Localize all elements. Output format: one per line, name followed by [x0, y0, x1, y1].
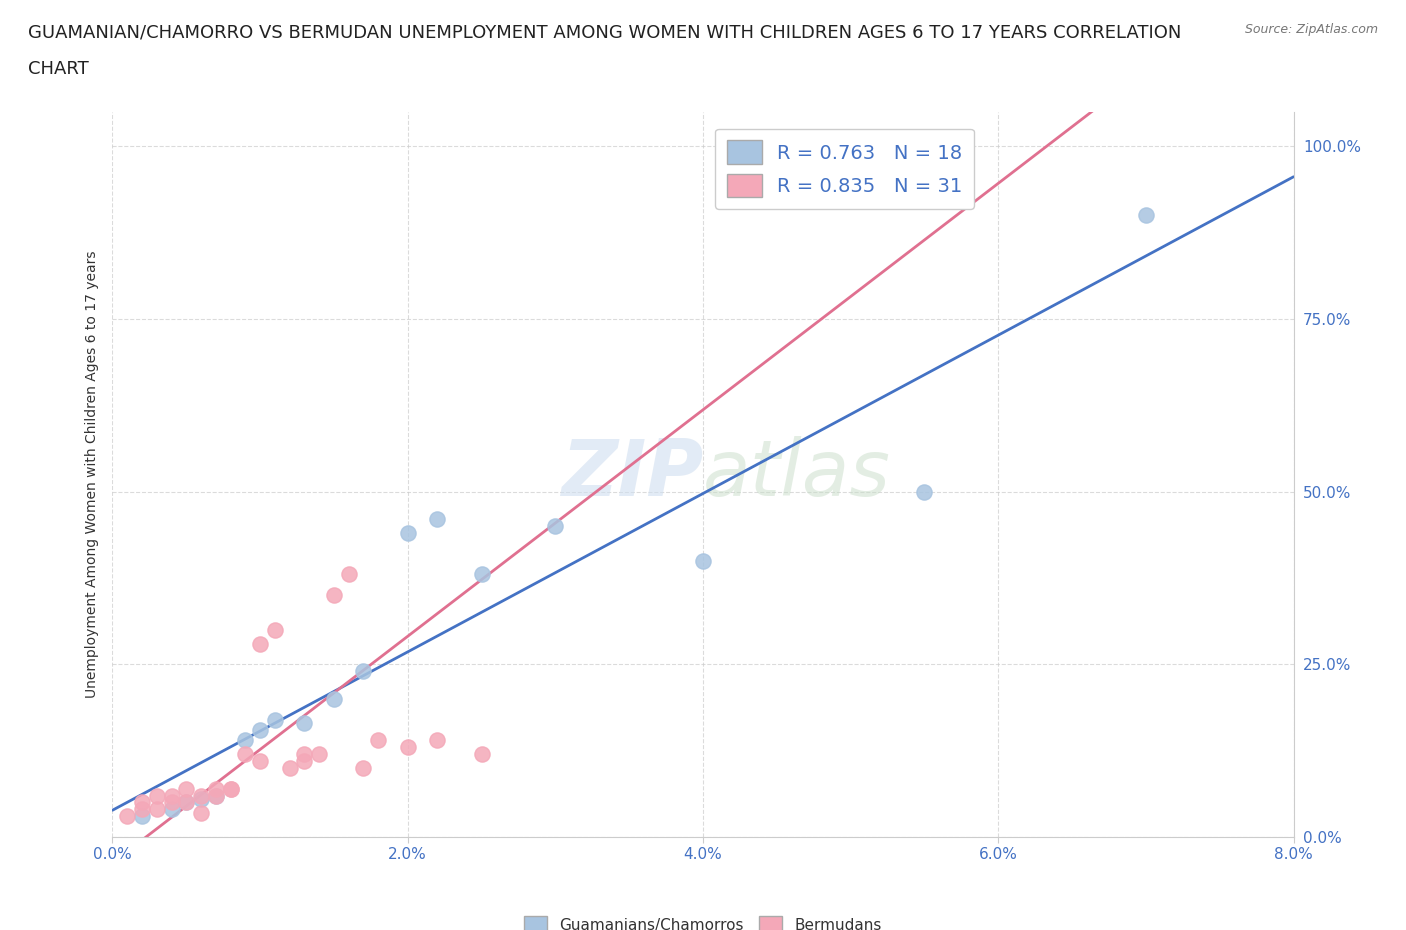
Point [205, 781, 228, 796]
Point [765, 139, 787, 153]
Point [160, 802, 183, 817]
Point [190, 788, 212, 803]
Point [278, 761, 301, 776]
Point [1135, 207, 1157, 222]
Point [117, 809, 138, 824]
Text: atlas: atlas [703, 436, 891, 512]
Point [190, 805, 212, 820]
Text: CHART: CHART [28, 60, 89, 78]
Point [292, 753, 315, 768]
Point [131, 802, 153, 817]
Y-axis label: Unemployment Among Women with Children Ages 6 to 17 years: Unemployment Among Women with Children A… [84, 250, 98, 698]
Point [190, 791, 212, 806]
Point [352, 761, 374, 776]
Point [367, 733, 389, 748]
Point [174, 795, 197, 810]
Point [426, 512, 449, 526]
Legend: Guamanians/Chamorros, Bermudans: Guamanians/Chamorros, Bermudans [519, 910, 887, 930]
Point [292, 715, 315, 730]
Point [264, 712, 287, 727]
Point [396, 739, 419, 754]
Point [471, 567, 494, 582]
Point [264, 622, 287, 637]
Point [249, 723, 271, 737]
Point [131, 795, 153, 810]
Text: Source: ZipAtlas.com: Source: ZipAtlas.com [1244, 23, 1378, 36]
Point [396, 525, 419, 540]
Point [692, 553, 714, 568]
Point [323, 588, 346, 603]
Point [146, 788, 169, 803]
Point [249, 753, 271, 768]
Point [914, 485, 936, 499]
Point [352, 664, 374, 679]
Point [249, 636, 271, 651]
Point [471, 747, 494, 762]
Point [544, 519, 567, 534]
Text: GUAMANIAN/CHAMORRO VS BERMUDAN UNEMPLOYMENT AMONG WOMEN WITH CHILDREN AGES 6 TO : GUAMANIAN/CHAMORRO VS BERMUDAN UNEMPLOYM… [28, 23, 1181, 41]
Point [160, 795, 183, 810]
Point [131, 809, 153, 824]
Point [205, 788, 228, 803]
Point [219, 781, 242, 796]
Point [146, 802, 169, 817]
Point [219, 781, 242, 796]
Point [323, 691, 346, 706]
Point [337, 567, 360, 582]
Point [174, 795, 197, 810]
Point [308, 747, 330, 762]
Point [205, 788, 228, 803]
Point [292, 747, 315, 762]
Point [233, 733, 256, 748]
Text: ZIP: ZIP [561, 436, 703, 512]
Point [233, 747, 256, 762]
Point [160, 788, 183, 803]
Point [174, 781, 197, 796]
Point [426, 733, 449, 748]
